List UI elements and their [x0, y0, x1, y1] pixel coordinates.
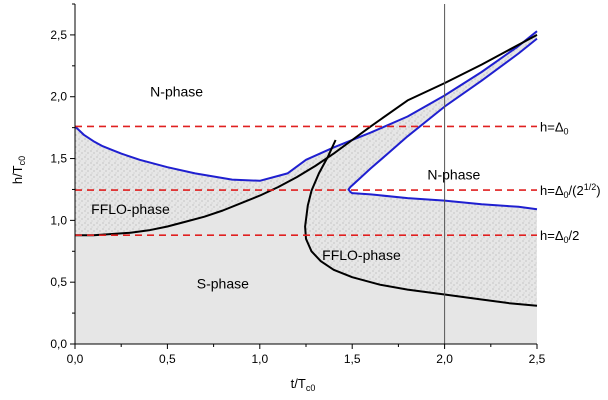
y-tick-label: 1,5: [50, 152, 67, 166]
dashed-line-label-1: h=Δ0: [540, 119, 569, 136]
y-tick-label: 2,0: [50, 90, 67, 104]
phase-boundary-curve-1: [74, 30, 538, 182]
x-axis-title: t/Tc0: [291, 376, 316, 393]
region-label: FFLO-phase: [91, 201, 170, 217]
phase-boundary-curve-3: [75, 34, 538, 237]
annotations: h=Δ0 h=Δ0/(21/2) h=Δ0/2 N-phase N-phase FFLO-…: [91, 84, 600, 292]
y-tick-label: 2,5: [50, 28, 67, 42]
x-tick-label: 0,5: [159, 352, 176, 366]
dashed-line-label-3: h=Δ0/2: [540, 228, 579, 245]
region-label: S-phase: [197, 275, 249, 291]
axes: 0,0 0,5 1,0 1,5 2,0 2,5 0,0 0,5 1,0 1,5 2,0 2,5: [50, 3, 546, 366]
x-tick-label: 0,0: [67, 352, 84, 366]
y-tick-label: 0,5: [50, 275, 67, 289]
y-tick-label: 1,0: [50, 213, 67, 227]
x-tick-label: 1,0: [251, 352, 268, 366]
phase-boundary-curve-2: [347, 37, 538, 211]
dashed-line-label-2: h=Δ0/(21/2): [540, 182, 601, 200]
x-tick-label: 2,5: [529, 352, 546, 366]
phase-boundary-curve-4: [304, 139, 538, 307]
s-phase-fill: [75, 153, 537, 344]
x-tick-label: 1,5: [344, 352, 361, 366]
region-label: FFLO-phase: [322, 247, 401, 263]
y-axis-title: h/Tc0: [10, 156, 27, 184]
y-tick-label: 0,0: [50, 337, 67, 351]
region-label: N-phase: [150, 84, 203, 100]
region-label: N-phase: [427, 167, 480, 183]
reference-lines: [75, 4, 537, 344]
x-tick-label: 2,0: [436, 352, 453, 366]
